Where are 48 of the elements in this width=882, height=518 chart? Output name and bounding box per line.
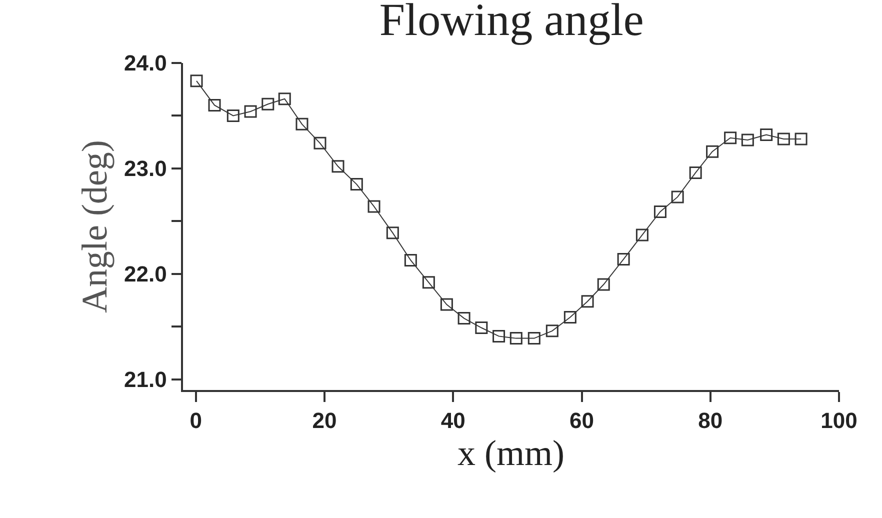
point (689, 166, 702, 179)
x-tick-label: 80 (698, 408, 723, 434)
point (760, 128, 773, 141)
x-tick-label: 0 (190, 408, 202, 434)
point (724, 132, 737, 144)
point (564, 310, 576, 324)
y-tick-label: 22.0 (124, 262, 167, 287)
point (404, 254, 417, 266)
point (546, 324, 558, 338)
point (386, 226, 399, 240)
x-axis-title: x (mm) (458, 433, 564, 474)
point (208, 98, 221, 112)
point (262, 98, 274, 110)
x-tick-label: 100 (820, 408, 858, 434)
point (475, 322, 488, 334)
point (278, 92, 291, 106)
point (296, 118, 308, 130)
x-tick-label: 60 (570, 408, 594, 434)
point (190, 74, 203, 88)
point (226, 109, 240, 122)
point (654, 205, 666, 218)
x-tick-label: 40 (440, 408, 466, 434)
point (671, 190, 684, 204)
y-axis-title: Angle (deg) (74, 140, 114, 313)
point (597, 278, 610, 291)
chart-title: Flowing angle (379, 0, 644, 45)
point (422, 276, 435, 289)
point (636, 228, 648, 242)
point (794, 132, 808, 146)
point (617, 252, 630, 266)
y-tick-label: 23.0 (124, 156, 167, 182)
point (510, 332, 522, 345)
point (581, 295, 594, 308)
point (440, 298, 453, 311)
y-tick-label: 21.0 (124, 367, 167, 392)
point (458, 312, 470, 325)
y-tick-label: 24.0 (124, 50, 167, 76)
point (314, 136, 326, 150)
point (350, 178, 363, 191)
point (244, 105, 257, 118)
point (528, 332, 540, 345)
x-tick-label: 20 (312, 408, 337, 434)
point (332, 160, 344, 173)
point (741, 134, 754, 146)
point (368, 200, 380, 213)
point (706, 145, 719, 158)
point (777, 132, 790, 146)
point (492, 330, 506, 342)
